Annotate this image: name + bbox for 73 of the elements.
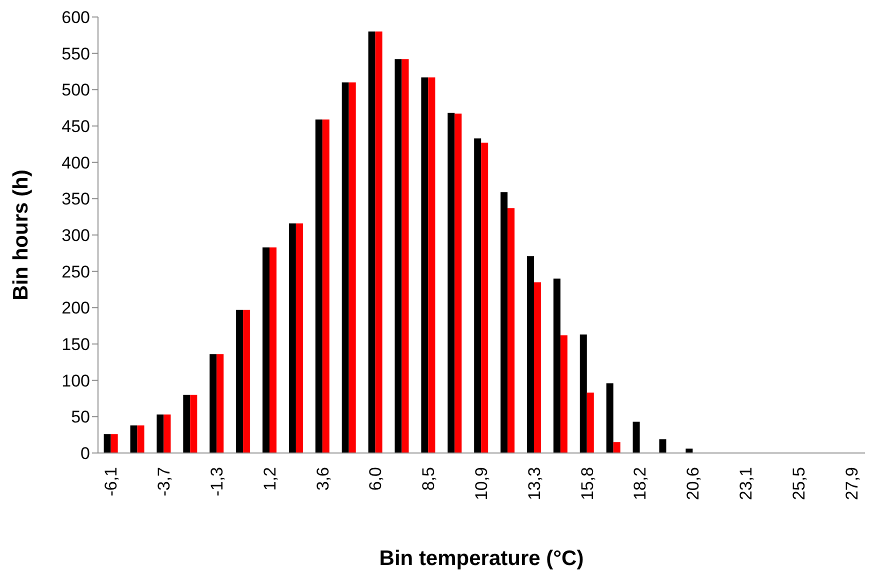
- bar: [448, 112, 455, 453]
- bar: [500, 192, 508, 453]
- bar: [454, 114, 462, 453]
- bar: [110, 434, 118, 453]
- bar: [553, 278, 560, 453]
- y-axis-title: Bin hours (h): [9, 170, 32, 300]
- bar: [190, 394, 198, 453]
- bar: [474, 138, 482, 453]
- bar: [613, 442, 620, 453]
- y-tick-label: 350: [62, 190, 90, 209]
- bar: [288, 223, 296, 453]
- bar: [104, 434, 111, 453]
- bar: [243, 310, 250, 453]
- y-tick-label: 300: [62, 226, 90, 246]
- y-tick-label: 200: [62, 298, 90, 318]
- y-tick-label: 450: [62, 117, 90, 136]
- bar: [368, 32, 376, 453]
- bar: [236, 310, 244, 453]
- bar: [156, 414, 164, 453]
- x-tick-label: 13,3: [524, 467, 544, 500]
- x-tick-label: 23,1: [736, 467, 756, 500]
- bar: [686, 448, 693, 453]
- x-tick-label: -1,3: [208, 467, 227, 496]
- bar: [216, 354, 224, 453]
- bar: [137, 425, 144, 453]
- x-tick-label: 18,2: [630, 467, 650, 500]
- bar: [375, 32, 382, 453]
- x-tick-label: 15,8: [578, 467, 597, 500]
- x-tick-label: 6,0: [366, 467, 386, 491]
- bar: [262, 247, 270, 453]
- bar: [632, 422, 640, 453]
- bar: [526, 256, 534, 453]
- bar: [322, 119, 330, 453]
- x-tick-label: 3,6: [313, 467, 332, 491]
- x-tick-label: 20,6: [684, 467, 703, 500]
- y-tick-label: 50: [71, 408, 90, 427]
- y-tick-label: 100: [62, 371, 90, 390]
- bar: [586, 392, 594, 453]
- bar: [164, 414, 171, 453]
- x-tick-label: 10,9: [472, 467, 491, 500]
- x-tick-label: 8,5: [419, 467, 438, 491]
- bar: [394, 59, 402, 453]
- bar: [659, 439, 666, 453]
- bar: [402, 59, 409, 453]
- bar: [508, 208, 515, 453]
- bar: [580, 334, 587, 453]
- y-tick-label: 500: [62, 80, 90, 100]
- bar: [342, 82, 349, 453]
- x-tick-label: 1,2: [260, 467, 280, 491]
- y-tick-label: 150: [62, 335, 90, 354]
- bar: [270, 247, 277, 453]
- y-tick-label: 0: [80, 444, 90, 464]
- x-tick-label: 25,5: [789, 467, 808, 500]
- x-axis-title: Bin temperature (°C): [379, 547, 584, 570]
- bar: [348, 82, 356, 453]
- bar: [315, 119, 322, 453]
- bar: [296, 223, 303, 453]
- y-tick-label: 250: [62, 262, 90, 282]
- bar: [481, 142, 488, 453]
- bar: [130, 425, 138, 453]
- bar: [428, 77, 436, 453]
- y-tick-label: 400: [62, 153, 90, 172]
- bar: [210, 354, 217, 453]
- bar: [560, 335, 568, 453]
- x-tick-label: -6,1: [102, 467, 121, 496]
- bar: [534, 282, 541, 453]
- y-tick-label: 550: [62, 44, 90, 64]
- bar: [183, 394, 190, 453]
- bar: [421, 77, 428, 453]
- y-tick-label: 600: [62, 8, 90, 28]
- x-tick-label: 27,9: [842, 467, 862, 500]
- x-tick-label: -3,7: [154, 467, 174, 496]
- bar: [606, 383, 614, 453]
